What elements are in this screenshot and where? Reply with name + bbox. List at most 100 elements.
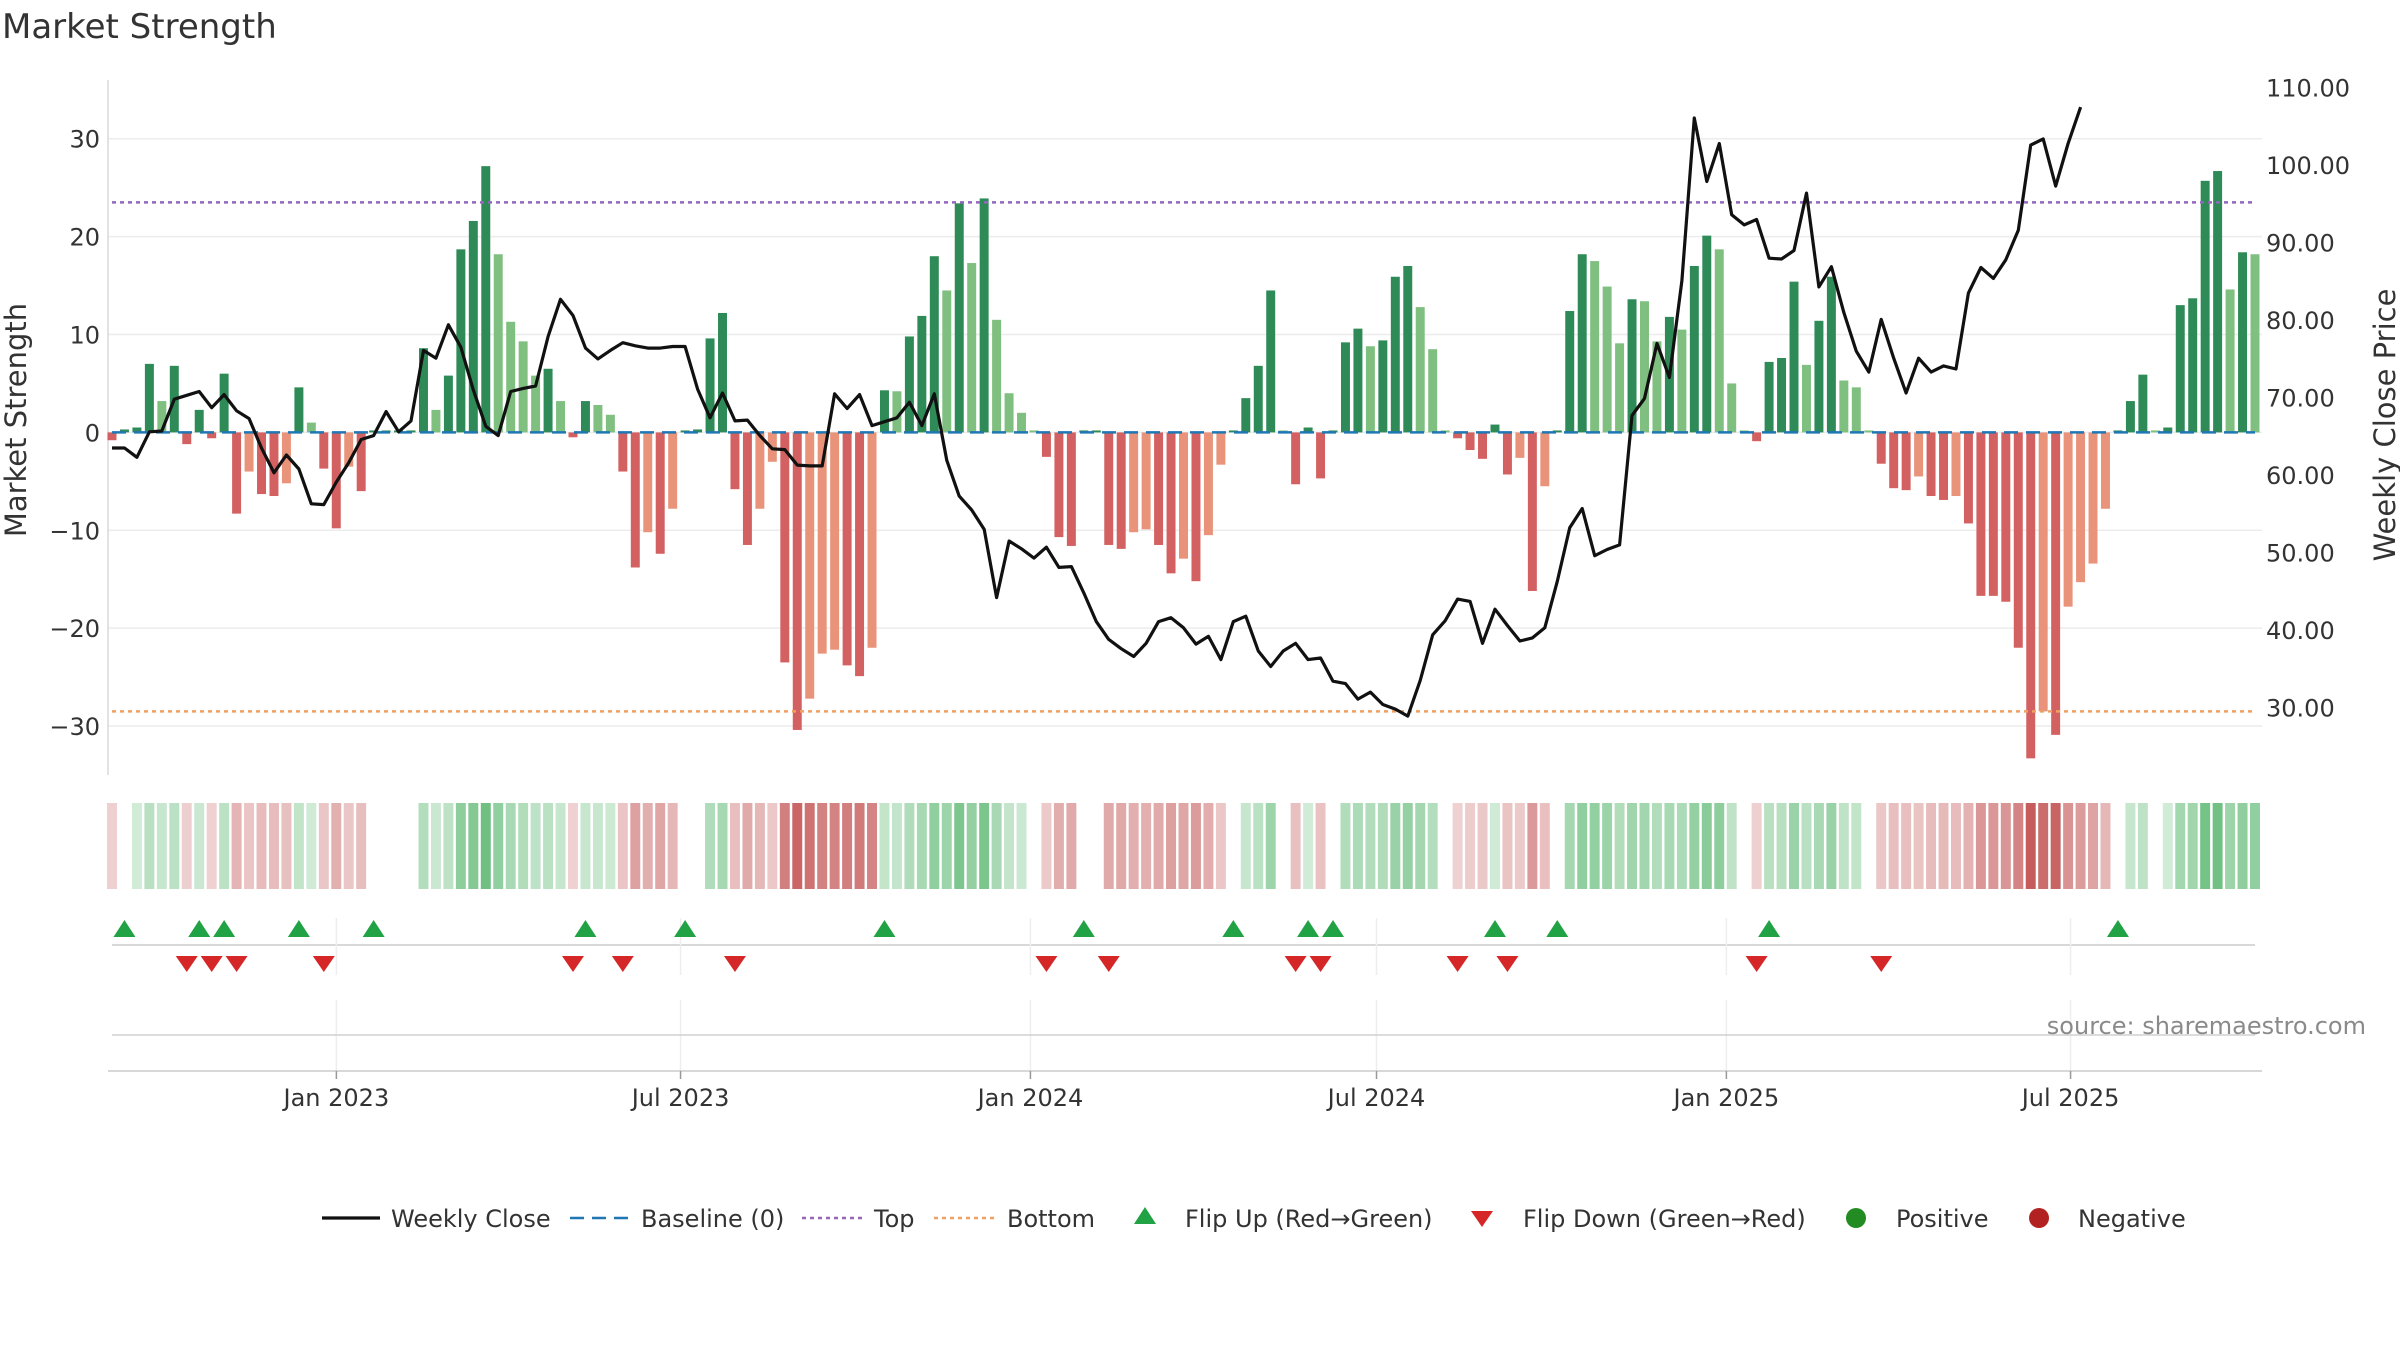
strength-bar (1926, 432, 1936, 497)
flip-up-marker (873, 920, 896, 937)
heat-cell (293, 803, 304, 889)
strength-bar (1303, 427, 1313, 433)
heat-cell (555, 803, 566, 889)
strength-bar (1565, 311, 1575, 433)
strength-bar (1714, 249, 1724, 433)
strength-bar (2188, 298, 2198, 433)
y-tick-label: −30 (49, 713, 100, 741)
heat-cell (1203, 803, 1214, 889)
heat-cell (1253, 803, 1264, 889)
strength-bar (817, 432, 827, 654)
flip-down-marker (312, 956, 335, 972)
heat-cell (1166, 803, 1177, 889)
strength-bar (1154, 432, 1164, 545)
strength-bar (456, 249, 466, 433)
strength-bar (157, 401, 167, 433)
flip-markers-panel (112, 918, 2255, 975)
heat-cell (2013, 803, 2024, 889)
heat-cell (443, 803, 454, 889)
strength-bar (1527, 432, 1537, 591)
strength-bar (705, 338, 715, 433)
heat-cell (1128, 803, 1139, 889)
strength-bar (1652, 341, 1662, 433)
heat-cell (779, 803, 790, 889)
strength-bar (2088, 432, 2098, 564)
heat-cell (356, 803, 367, 889)
strength-bar (593, 404, 603, 433)
heat-cell (181, 803, 192, 889)
flip-down-marker (1035, 956, 1058, 972)
strength-bar (879, 390, 889, 433)
x-tick-label: Jul 2023 (630, 1084, 730, 1112)
strength-bar (1266, 290, 1276, 433)
strength-bar (306, 422, 316, 433)
y2-tick-label: 40.00 (2266, 617, 2335, 645)
legend-negative-swatch (2029, 1208, 2049, 1228)
heat-cell (331, 803, 342, 889)
heat-cell (568, 803, 578, 889)
legend-top-label: Top (873, 1205, 915, 1233)
strength-bar (1017, 412, 1027, 433)
heat-cell (268, 803, 279, 889)
strength-bar (1615, 343, 1625, 433)
strength-bar (1502, 432, 1512, 475)
heat-cell (642, 803, 653, 889)
flip-grid (335, 918, 2072, 975)
heat-cell (1016, 803, 1027, 889)
strength-bar (1453, 432, 1463, 439)
flip-up-marker (1297, 920, 1320, 937)
heat-cell (1926, 803, 1937, 889)
strength-bar (1390, 276, 1400, 433)
flip-down-marker (1309, 956, 1332, 972)
heat-cell (530, 803, 541, 889)
strength-bar (219, 373, 229, 433)
heat-cell (1801, 803, 1812, 889)
strength-bar (755, 432, 765, 509)
heat-cell (1664, 803, 1675, 889)
strength-bar (693, 429, 703, 433)
strength-bar (1889, 432, 1899, 489)
strength-bar (294, 387, 304, 433)
strength-bar (668, 432, 678, 509)
heat-cell (580, 803, 591, 889)
strength-bar (1129, 432, 1139, 533)
strength-bar (1340, 342, 1350, 433)
heat-cell (455, 803, 466, 889)
strength-bar (144, 363, 154, 433)
heat-cell (1527, 803, 1538, 889)
strength-bar (1976, 432, 1986, 596)
y2-tick-label: 70.00 (2266, 385, 2335, 413)
strength-bar (1353, 328, 1363, 433)
strength-bar (2200, 180, 2210, 433)
strength-bar (643, 432, 653, 533)
heat-cell (2200, 803, 2211, 889)
flip-up-marker (362, 920, 385, 937)
flip-markers (113, 920, 2129, 972)
heat-cell (1627, 803, 1638, 889)
x-tick-label: Jan 2025 (1672, 1084, 1780, 1112)
strength-bar (2076, 432, 2086, 583)
strength-bar (207, 432, 217, 439)
flip-down-marker (1446, 956, 1469, 972)
heat-cell (1477, 803, 1488, 889)
heat-cell (1303, 803, 1314, 889)
flip-up-marker (1483, 920, 1506, 937)
legend-positive-swatch (1846, 1208, 1866, 1228)
strength-bar (1378, 340, 1388, 433)
heat-cell (206, 803, 217, 889)
heat-cell (605, 803, 616, 889)
strength-bar (1490, 424, 1500, 433)
heat-cell (144, 803, 155, 889)
strength-bar (244, 432, 254, 472)
heat-cell (1564, 803, 1575, 889)
strength-bar (257, 432, 266, 495)
heat-cell (617, 803, 628, 889)
strength-bar (1826, 276, 1836, 433)
heat-cell (929, 803, 940, 889)
heat-cell (991, 803, 1002, 889)
strength-bar (1091, 430, 1101, 433)
heat-cell (891, 803, 902, 889)
y2-tick-label: 30.00 (2266, 695, 2335, 723)
flip-down-marker (1097, 956, 1120, 972)
strength-bar (904, 336, 914, 433)
